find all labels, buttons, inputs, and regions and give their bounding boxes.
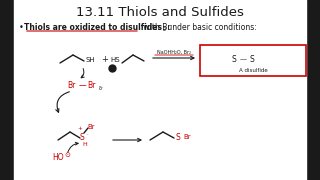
Text: Br: Br: [87, 82, 95, 91]
Text: Br: Br: [183, 134, 191, 140]
Text: HS: HS: [110, 57, 120, 63]
Text: A disulfide: A disulfide: [239, 68, 268, 73]
Text: 2: 2: [163, 27, 166, 32]
FancyArrowPatch shape: [68, 142, 78, 152]
Text: S: S: [175, 132, 180, 141]
Text: +: +: [77, 127, 82, 132]
Text: with Br: with Br: [141, 24, 171, 33]
Text: Br: Br: [87, 124, 95, 130]
Text: HO: HO: [52, 152, 64, 161]
Text: Thiols are oxidized to disulfides: Thiols are oxidized to disulfides: [24, 24, 162, 33]
Text: S: S: [231, 55, 236, 64]
Text: S: S: [80, 132, 85, 141]
Text: δ⁻: δ⁻: [99, 86, 105, 91]
Text: H: H: [82, 141, 87, 147]
FancyArrowPatch shape: [56, 92, 69, 112]
Text: —: —: [240, 56, 247, 62]
FancyBboxPatch shape: [200, 45, 306, 76]
Text: ⊙: ⊙: [64, 152, 70, 158]
Text: •: •: [19, 24, 24, 33]
Text: ⁻: ⁻: [86, 134, 89, 138]
Text: NaOHH₂O, Br₂: NaOHH₂O, Br₂: [157, 50, 191, 55]
Text: SH: SH: [85, 57, 95, 63]
Text: 13.11 Thiols and Sulfides: 13.11 Thiols and Sulfides: [76, 6, 244, 19]
FancyArrowPatch shape: [81, 69, 84, 78]
Text: under basic conditions:: under basic conditions:: [165, 24, 257, 33]
Text: S: S: [250, 55, 255, 64]
Text: Br: Br: [67, 82, 76, 91]
Text: —: —: [79, 82, 87, 91]
Text: +: +: [101, 55, 108, 64]
